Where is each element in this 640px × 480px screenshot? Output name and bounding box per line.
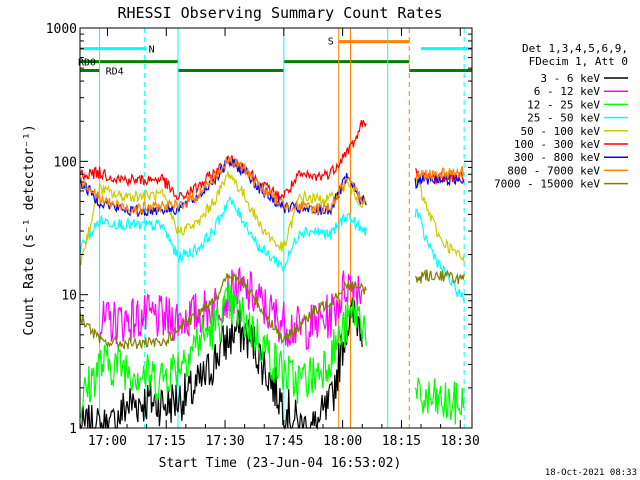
legend-label-5: 100 - 300 keV (514, 138, 600, 151)
series-4 (79, 171, 465, 266)
x-tick-label-1: 17:15 (147, 434, 186, 449)
legend-label-8: 7000 - 15000 keV (494, 178, 600, 191)
series-layer (79, 119, 465, 431)
legend-label-7: 800 - 7000 keV (507, 164, 600, 177)
x-tick-label-6: 18:30 (441, 434, 480, 449)
legend-label-6: 300 - 800 keV (514, 151, 600, 164)
series-8 (79, 268, 465, 350)
series-line-2-1 (414, 377, 465, 425)
legend: Det 1,3,4,5,6,9,FDecim 1, Att 0 3 - 6 keV… (494, 42, 628, 191)
series-line-8-1 (414, 268, 465, 285)
state-bar-label-0: N (149, 45, 155, 56)
y-axis-label: Count Rate (s⁻¹ detector⁻¹) (22, 124, 37, 335)
series-line-7-0 (79, 156, 367, 216)
legend-label-0: 3 - 6 keV (540, 72, 600, 85)
legend-label-2: 12 - 25 keV (527, 98, 600, 111)
series-line-4-1 (414, 177, 465, 263)
series-line-7-1 (414, 166, 465, 182)
plot-frame (79, 27, 473, 429)
series-0 (79, 297, 363, 431)
state-bar-label-2: S (328, 37, 334, 48)
timestamp: 18-Oct-2021 08:33 (545, 468, 637, 478)
series-line-3-0 (79, 195, 367, 273)
legend-label-3: 25 - 50 keV (527, 112, 600, 125)
y-tick-label-2: 100 (54, 155, 77, 170)
series-line-2-0 (79, 282, 367, 419)
x-axis-label: Start Time (23-Jun-04 16:53:02) (159, 456, 402, 471)
series-3 (79, 195, 465, 304)
x-tick-label-0: 17:00 (88, 434, 127, 449)
state-bar-label-4: RD4 (106, 67, 124, 78)
y-tick-label-3: 1000 (46, 22, 77, 37)
y-tick-label-1: 10 (61, 289, 77, 304)
series-line-3-1 (414, 207, 465, 304)
legend-header-0: Det 1,3,4,5,6,9, (522, 42, 628, 55)
legend-label-4: 50 - 100 keV (521, 125, 601, 138)
series-line-1-0 (99, 266, 363, 351)
legend-header-1: FDecim 1, Att 0 (529, 55, 628, 68)
series-line-4-0 (79, 171, 367, 266)
x-tick-label-4: 18:00 (323, 434, 362, 449)
series-line-6-1 (414, 173, 465, 190)
x-tick-label-5: 18:15 (382, 434, 421, 449)
x-tick-label-3: 17:45 (264, 434, 303, 449)
series-line-0-0 (79, 297, 363, 431)
y-tick-label-0: 1 (69, 422, 77, 437)
series-2 (79, 282, 465, 425)
series-1 (99, 266, 363, 351)
series-7 (79, 156, 465, 216)
series-line-8-0 (79, 271, 367, 350)
axes-layer: 17:00 17:15 17:30 17:45 18:00 18:15 18:30 1 10 10… (46, 22, 480, 449)
state-bar-label-3: RD0 (78, 58, 96, 69)
chart-title: RHESSI Observing Summary Count Rates (117, 4, 442, 22)
x-tick-label-2: 17:30 (205, 434, 244, 449)
legend-label-1: 6 - 12 keV (534, 85, 601, 98)
